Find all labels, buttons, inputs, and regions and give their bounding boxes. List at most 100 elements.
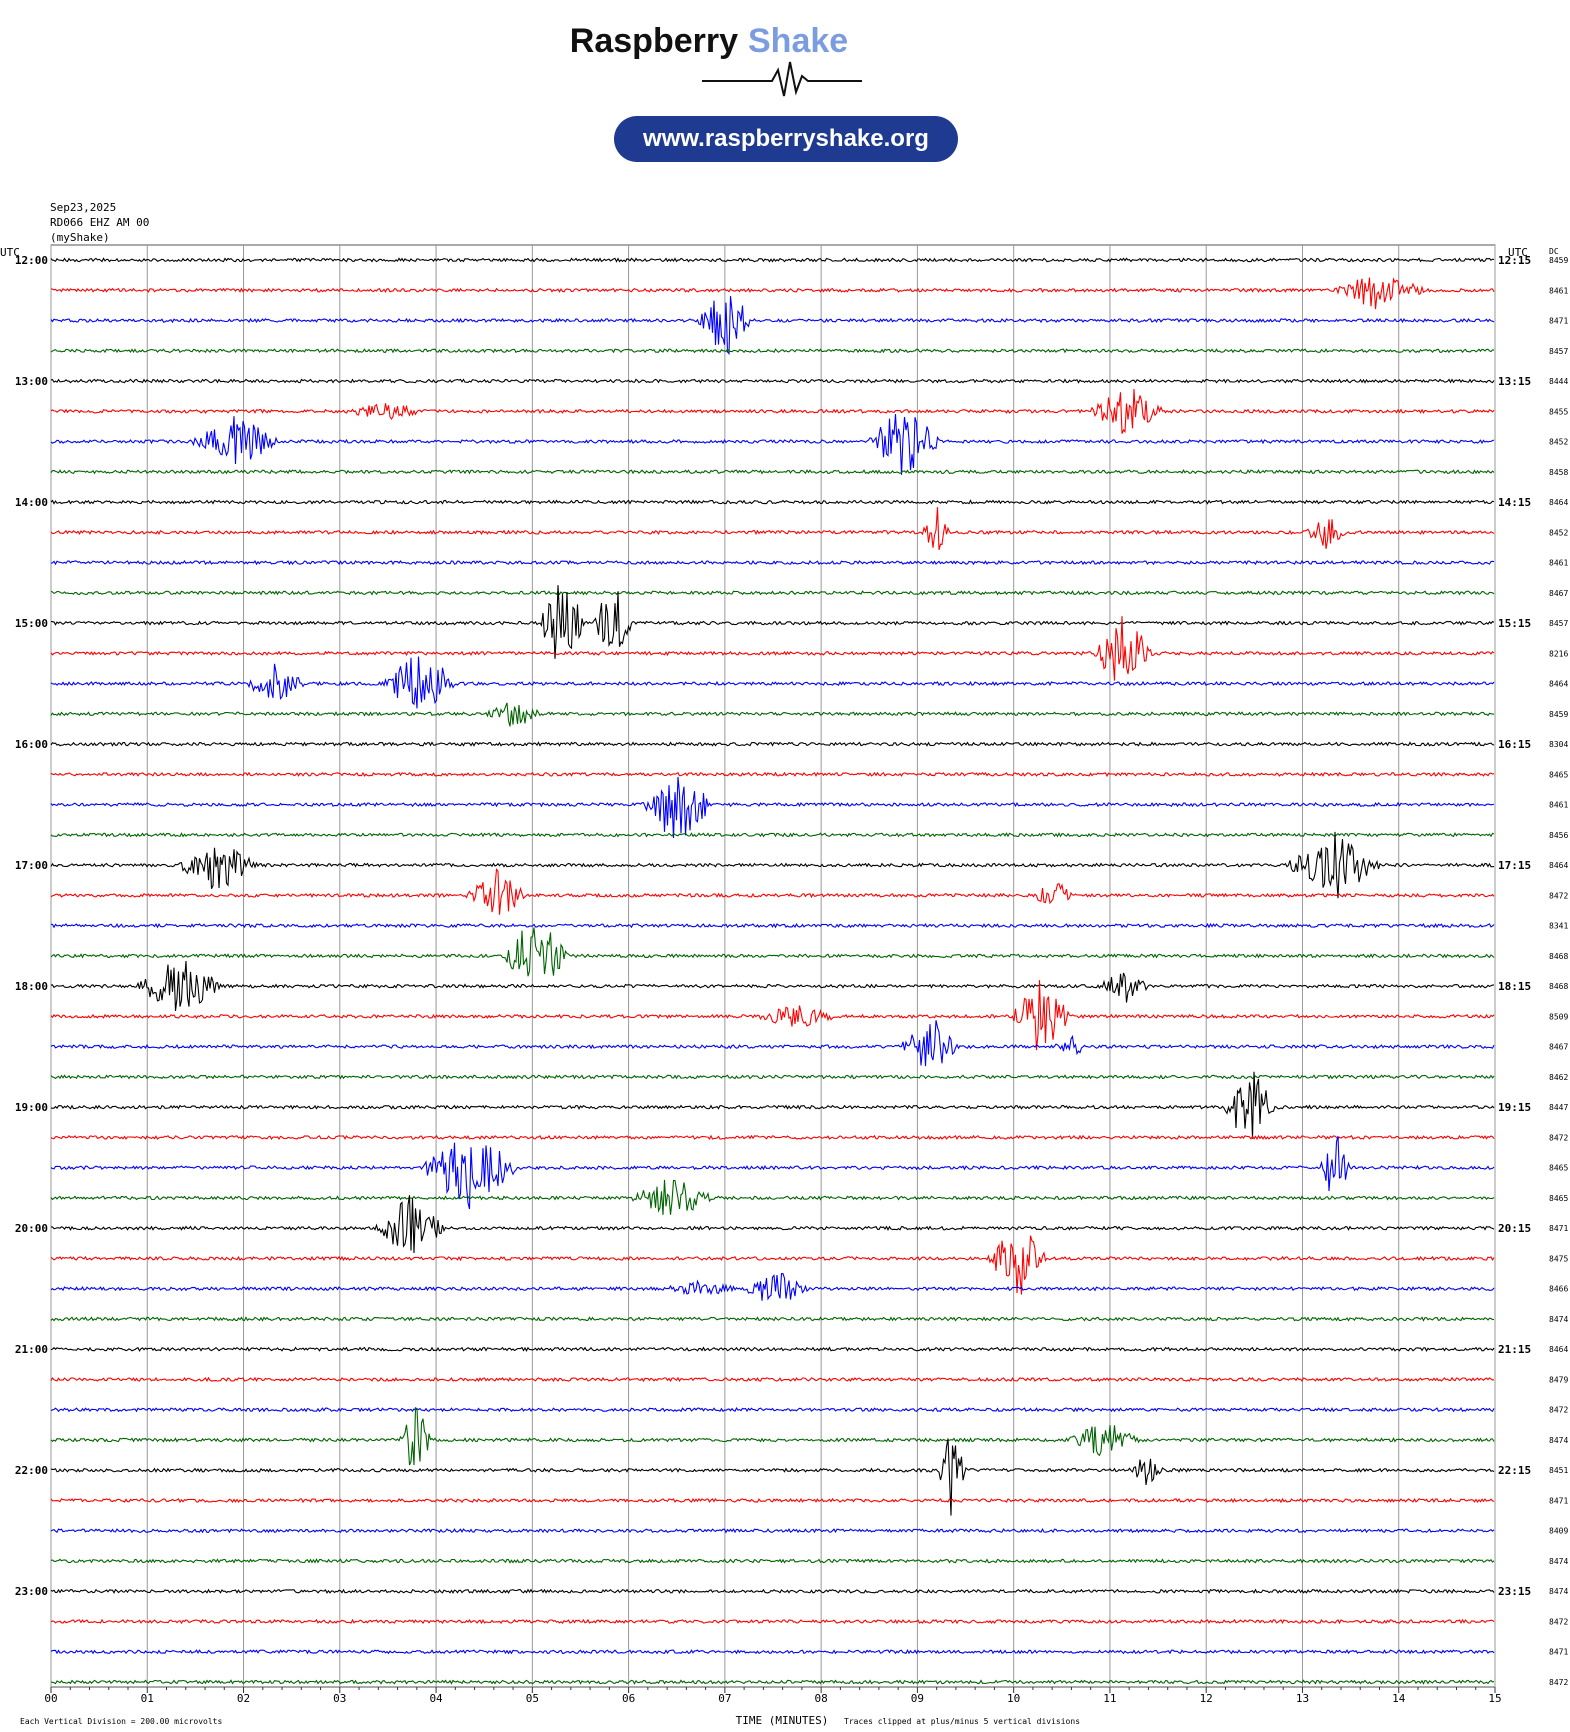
trace bbox=[51, 1195, 1495, 1254]
x-tick-label: 03 bbox=[333, 1692, 346, 1705]
trace bbox=[50, 832, 1495, 838]
dc-value: 8465 bbox=[1549, 1164, 1568, 1173]
trace bbox=[50, 1527, 1495, 1534]
dc-value: 8304 bbox=[1549, 740, 1568, 749]
dc-value: 8468 bbox=[1549, 982, 1568, 991]
dc-value: 8462 bbox=[1549, 1073, 1568, 1082]
trace bbox=[50, 1071, 1495, 1139]
trace bbox=[50, 1273, 1495, 1301]
x-axis-title: TIME (MINUTES) bbox=[736, 1714, 829, 1727]
trace bbox=[50, 1235, 1495, 1295]
dc-value: 8474 bbox=[1549, 1436, 1568, 1445]
dc-value: 8457 bbox=[1549, 619, 1568, 628]
dc-value: 8471 bbox=[1549, 1496, 1568, 1505]
dc-value: 8452 bbox=[1549, 438, 1568, 447]
dc-value: 8216 bbox=[1549, 649, 1568, 658]
row-label-left: 12:00 bbox=[15, 254, 48, 267]
trace bbox=[50, 771, 1495, 778]
dc-value: 8471 bbox=[1549, 317, 1568, 326]
row-label-right: 12:15 bbox=[1498, 254, 1531, 267]
trace bbox=[50, 585, 1495, 659]
footer-right: Traces clipped at plus/minus 5 vertical … bbox=[844, 1717, 1080, 1726]
trace bbox=[50, 1406, 1495, 1466]
dc-value: 8464 bbox=[1549, 861, 1568, 870]
dc-value: 8471 bbox=[1549, 1224, 1568, 1233]
trace bbox=[50, 348, 1495, 354]
station: RD066 EHZ AM 00 bbox=[50, 216, 149, 229]
dc-value: 8472 bbox=[1549, 1617, 1568, 1626]
trace bbox=[50, 559, 1495, 566]
trace bbox=[50, 257, 1495, 263]
row-label-right: 23:15 bbox=[1498, 1585, 1531, 1598]
trace bbox=[50, 1648, 1495, 1655]
source: (myShake) bbox=[50, 231, 110, 244]
dc-value: 8452 bbox=[1549, 528, 1568, 537]
trace bbox=[50, 831, 1495, 899]
trace bbox=[50, 1558, 1495, 1564]
dc-value: 8464 bbox=[1549, 498, 1568, 507]
dc-value: 8451 bbox=[1549, 1466, 1568, 1475]
row-label-right: 18:15 bbox=[1498, 980, 1531, 993]
row-label-right: 21:15 bbox=[1498, 1343, 1531, 1356]
brand-accent: Shake bbox=[748, 22, 848, 60]
date: Sep23,2025 bbox=[50, 201, 116, 214]
row-label-right: 22:15 bbox=[1498, 1464, 1531, 1477]
trace bbox=[50, 868, 1495, 915]
dc-value: 8459 bbox=[1549, 256, 1568, 265]
trace bbox=[50, 1316, 1495, 1322]
trace bbox=[50, 1346, 1495, 1352]
row-label-right: 19:15 bbox=[1498, 1101, 1531, 1114]
x-tick-label: 00 bbox=[44, 1692, 57, 1705]
trace bbox=[50, 296, 1495, 356]
dc-value: 8474 bbox=[1549, 1587, 1568, 1596]
x-tick-label: 08 bbox=[815, 1692, 828, 1705]
x-tick-label: 01 bbox=[141, 1692, 154, 1705]
url-button[interactable] bbox=[614, 116, 958, 162]
trace bbox=[50, 1179, 1495, 1215]
trace bbox=[50, 1588, 1495, 1594]
dc-value: 8464 bbox=[1549, 680, 1568, 689]
trace bbox=[50, 378, 1495, 384]
dc-value: 8474 bbox=[1549, 1557, 1568, 1566]
brand: Raspberry bbox=[570, 22, 738, 60]
trace bbox=[50, 414, 1495, 475]
trace bbox=[50, 922, 1495, 929]
dc-value: 8465 bbox=[1549, 1194, 1568, 1203]
dc-value: 8472 bbox=[1549, 891, 1568, 900]
dc-value: 8455 bbox=[1549, 407, 1568, 416]
dc-value: 8461 bbox=[1549, 559, 1568, 568]
dc-value: 8465 bbox=[1549, 770, 1568, 779]
row-label-right: 14:15 bbox=[1498, 496, 1531, 509]
trace bbox=[50, 1618, 1495, 1625]
x-tick-label: 11 bbox=[1103, 1692, 1116, 1705]
url-text[interactable]: www.raspberryshake.org bbox=[642, 125, 929, 152]
dc-value: 8447 bbox=[1549, 1103, 1568, 1112]
row-label-left: 18:00 bbox=[15, 980, 48, 993]
dc-value: 8456 bbox=[1549, 831, 1568, 840]
trace bbox=[50, 960, 1494, 1011]
x-tick-label: 10 bbox=[1007, 1692, 1020, 1705]
dc-value: 8475 bbox=[1549, 1254, 1568, 1263]
trace bbox=[50, 388, 1495, 434]
x-tick-label: 06 bbox=[622, 1692, 635, 1705]
dc-value: 8509 bbox=[1549, 1012, 1568, 1021]
trace bbox=[50, 277, 1495, 310]
row-label-left: 19:00 bbox=[15, 1101, 48, 1114]
x-tick-label: 12 bbox=[1200, 1692, 1213, 1705]
x-tick-label: 07 bbox=[718, 1692, 731, 1705]
dc-value: 8467 bbox=[1549, 589, 1568, 598]
row-label-right: 20:15 bbox=[1498, 1222, 1531, 1235]
row-label-left: 21:00 bbox=[15, 1343, 48, 1356]
trace bbox=[50, 1020, 1495, 1067]
row-label-left: 15:00 bbox=[15, 617, 48, 630]
x-tick-label: 15 bbox=[1488, 1692, 1501, 1705]
dc-value: 8471 bbox=[1549, 1648, 1568, 1657]
trace bbox=[50, 1074, 1495, 1080]
trace bbox=[50, 776, 1495, 839]
x-tick-label: 13 bbox=[1296, 1692, 1309, 1705]
row-label-left: 16:00 bbox=[15, 738, 48, 751]
dc-value: 8464 bbox=[1549, 1345, 1568, 1354]
trace bbox=[50, 927, 1495, 977]
row-label-left: 17:00 bbox=[15, 859, 48, 872]
